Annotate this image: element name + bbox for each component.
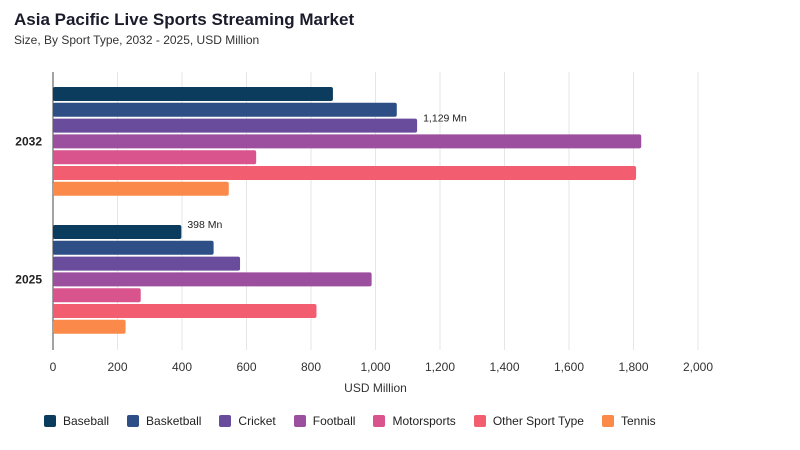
x-tick-label: 200: [107, 360, 127, 374]
bar: [53, 272, 372, 287]
legend-item: Other Sport Type: [473, 414, 584, 428]
chart-subtitle: Size, By Sport Type, 2032 - 2025, USD Mi…: [14, 33, 260, 47]
x-tick-label: 1,000: [360, 360, 390, 374]
legend-swatch: [373, 415, 386, 427]
legend-item: Baseball: [44, 414, 109, 428]
bar: [53, 225, 182, 239]
data-label: 398 Mn: [187, 219, 222, 231]
x-tick-label: 400: [172, 360, 192, 374]
legend-item: Basketball: [127, 414, 201, 428]
bar: [53, 181, 229, 196]
x-tick-label: 1,600: [554, 360, 584, 374]
legend-label: Football: [312, 414, 356, 428]
bar: [53, 118, 418, 133]
x-tick-label: 2,000: [683, 360, 713, 374]
x-axis-title: USD Million: [344, 381, 407, 395]
bar: [53, 240, 214, 255]
legend-label: Tennis: [620, 414, 656, 428]
bar: [53, 288, 141, 303]
x-tick-label: 800: [301, 360, 321, 374]
legend-item: Tennis: [601, 414, 656, 428]
legend-swatch: [127, 415, 140, 427]
bar: [53, 102, 397, 117]
bar: [53, 87, 333, 101]
legend-label: Basketball: [146, 414, 202, 428]
legend-label: Other Sport Type: [492, 414, 584, 428]
data-label: 1,129 Mn: [423, 113, 467, 125]
x-tick-label: 1,400: [489, 360, 519, 374]
chart-title: Asia Pacific Live Sports Streaming Marke…: [14, 10, 355, 29]
category-label: 2032: [15, 134, 42, 148]
category-label: 2025: [15, 272, 42, 286]
legend-swatch: [44, 415, 56, 427]
bar: [53, 304, 317, 318]
legend-label: Cricket: [238, 414, 276, 428]
legend-label: Baseball: [63, 414, 110, 428]
legend-label: Motorsports: [392, 414, 456, 428]
legend-swatch: [293, 415, 306, 427]
bar: [53, 256, 241, 271]
bar-chart: 0 200 400 600 800 1,000 1,200 1,400 1,600 1,800 2,…: [15, 72, 713, 395]
bar: [53, 319, 126, 334]
chart-legend: Baseball Basketball Cricket Football Motorsp…: [44, 414, 674, 428]
bar: [53, 150, 257, 165]
bar: [53, 134, 642, 149]
legend-swatch: [219, 415, 232, 427]
legend-item: Football: [293, 414, 356, 428]
legend-item: Cricket: [219, 414, 276, 428]
legend-swatch: [601, 415, 614, 427]
legend-item: Motorsports: [373, 414, 456, 428]
legend-swatch: [473, 415, 486, 427]
x-tick-label: 600: [236, 360, 256, 374]
x-tick-label: 0: [50, 360, 57, 374]
x-tick-label: 1,800: [618, 360, 648, 374]
bar: [53, 166, 637, 180]
x-tick-label: 1,200: [425, 360, 455, 374]
